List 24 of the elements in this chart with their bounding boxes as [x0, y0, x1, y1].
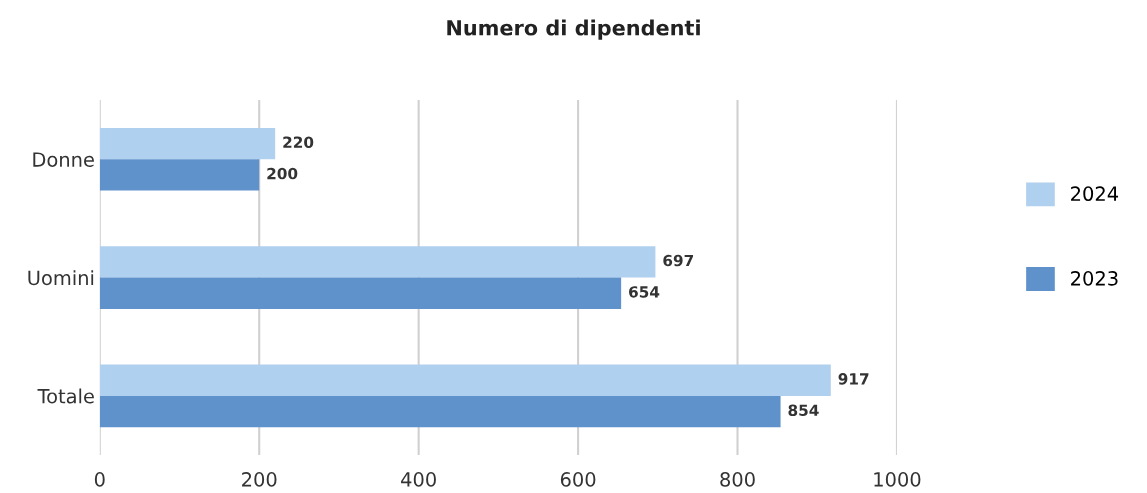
x-tick-label: 600: [560, 472, 596, 487]
y-tick-label: Uomini: [28, 270, 94, 286]
data-label: 917: [838, 373, 869, 385]
x-tick-label: 200: [242, 472, 277, 487]
legend-label: 2024: [1071, 186, 1119, 202]
x-tick-label: 400: [401, 472, 436, 487]
bar: [99, 395, 781, 428]
x-tick-label: 800: [720, 472, 755, 487]
legend-label: 2023: [1071, 271, 1118, 286]
bar: [99, 127, 276, 160]
data-label: 220: [283, 136, 314, 148]
data-label: 697: [663, 254, 694, 267]
bar: [99, 277, 622, 309]
data-label: 654: [629, 286, 660, 298]
data-label: 200: [267, 167, 298, 180]
bar: [99, 246, 656, 278]
x-tick-label: 0: [94, 472, 105, 487]
x-tick-label: 1000: [874, 472, 921, 487]
chart-title: Numero di dipendenti: [447, 19, 700, 40]
y-tick-label: Totale: [37, 388, 94, 404]
data-label: 854: [788, 404, 819, 416]
bar: [99, 364, 831, 396]
y-tick-label: Donne: [33, 152, 94, 167]
bar: [99, 159, 260, 191]
